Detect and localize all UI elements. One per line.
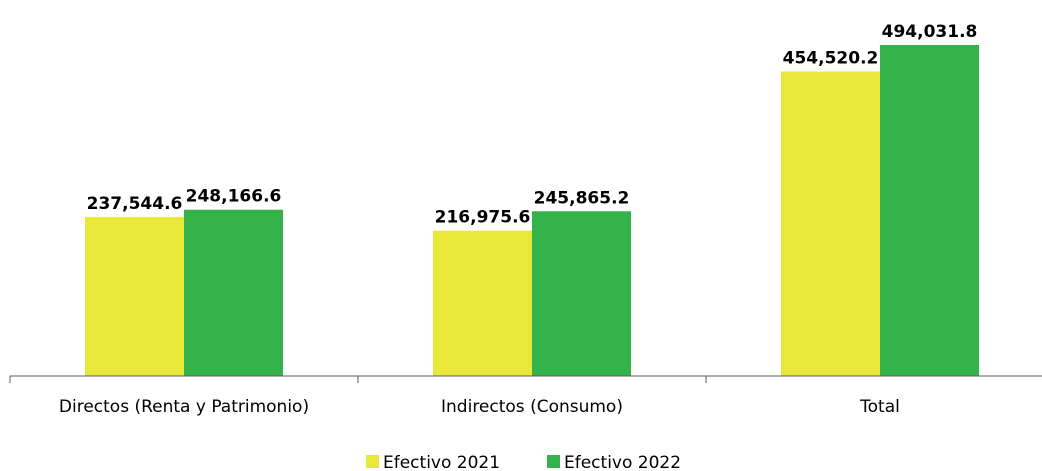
data-label-2-2: 245,865.2 <box>534 188 630 208</box>
x-axis <box>9 375 1042 383</box>
data-label-2-3: 494,031.8 <box>882 22 978 42</box>
category-label-3: Total <box>859 397 900 417</box>
bar-2-1 <box>184 209 283 376</box>
legend-swatch-1 <box>366 455 379 468</box>
bar-1-1 <box>85 216 184 376</box>
legend: Efectivo 2021 Efectivo 2022 <box>366 453 681 471</box>
data-label-1-1: 237,544.6 <box>87 194 183 214</box>
category-labels: Directos (Renta y Patrimonio) Indirectos … <box>59 397 900 417</box>
legend-item-1: Efectivo 2021 <box>366 453 500 471</box>
bar-1-2 <box>433 230 532 376</box>
bars-layer <box>85 44 979 377</box>
data-label-1-2: 216,975.6 <box>435 208 531 228</box>
legend-label-1: Efectivo 2021 <box>383 453 500 471</box>
legend-item-2: Efectivo 2022 <box>547 453 681 471</box>
category-label-2: Indirectos (Consumo) <box>441 397 623 417</box>
category-label-1: Directos (Renta y Patrimonio) <box>59 397 309 417</box>
data-label-1-3: 454,520.2 <box>783 48 879 68</box>
data-label-2-1: 248,166.6 <box>186 187 282 207</box>
bar-2-3 <box>880 44 979 377</box>
bar-1-3 <box>781 71 880 376</box>
legend-label-2: Efectivo 2022 <box>564 453 681 471</box>
bar-2-2 <box>532 211 631 376</box>
legend-swatch-2 <box>547 455 560 468</box>
